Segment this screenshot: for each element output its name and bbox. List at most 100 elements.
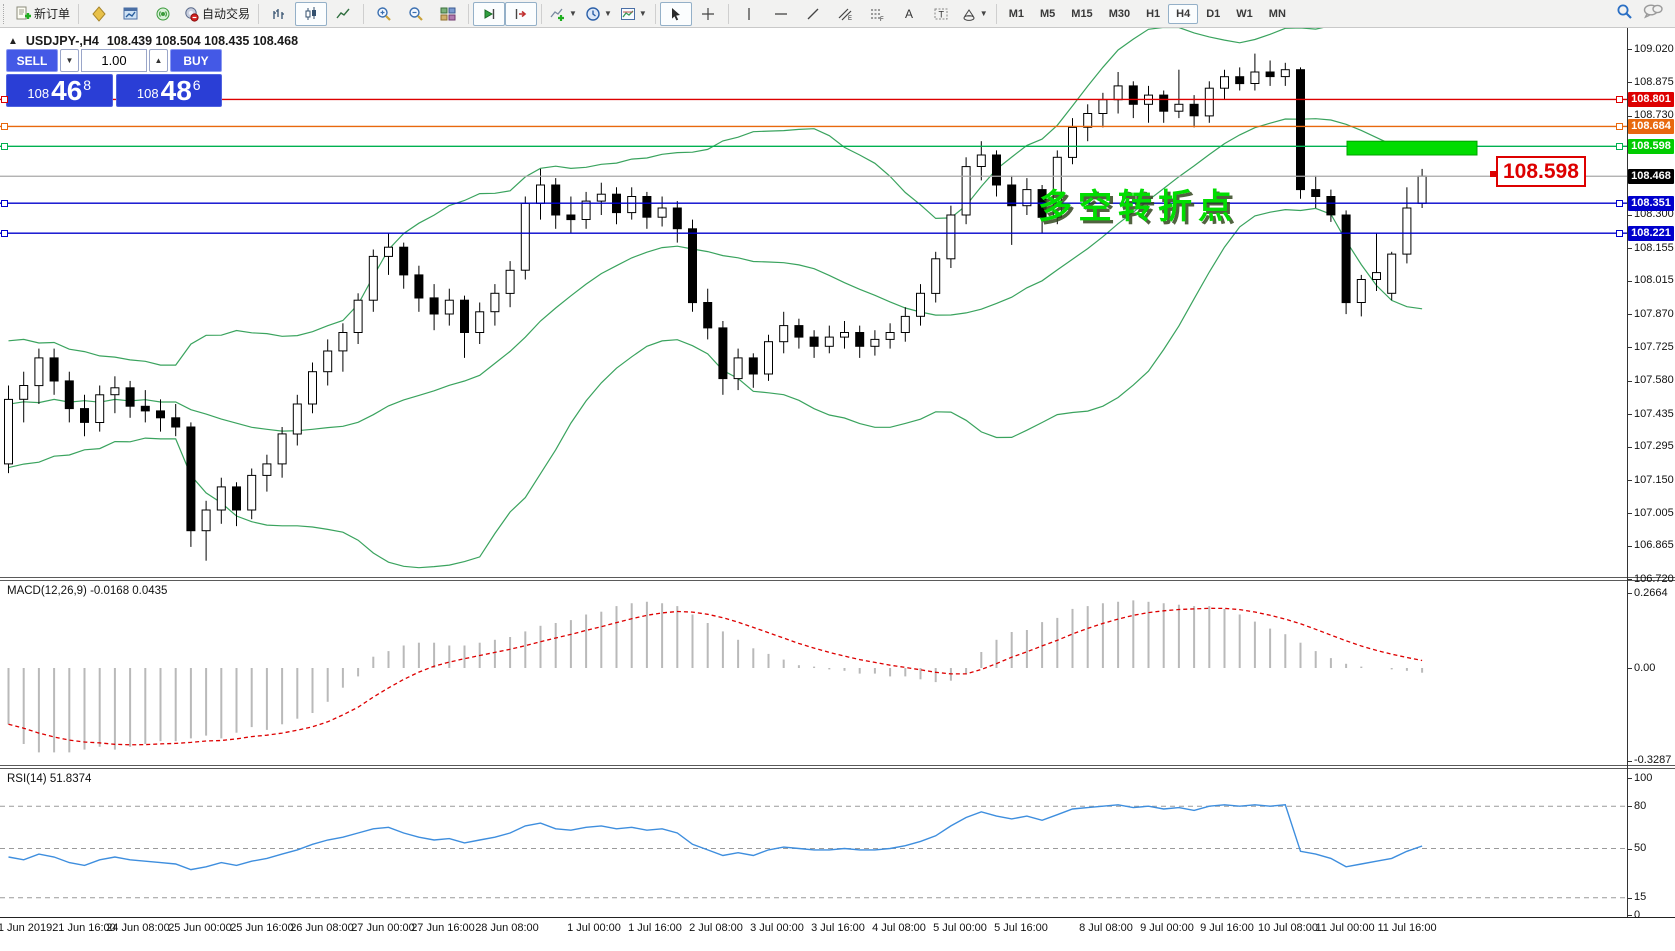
signals-button[interactable]	[147, 2, 179, 26]
one-click-collapse-icon[interactable]: ▲	[8, 35, 18, 47]
shapes-tool-button[interactable]: ▼	[957, 2, 992, 26]
bollinger-upper-band	[8, 0, 1423, 366]
text-label-tool-button[interactable]: T	[925, 2, 957, 26]
price-tick	[1627, 513, 1632, 515]
line-handle[interactable]	[1, 142, 8, 150]
line-handle[interactable]	[1616, 95, 1623, 103]
sell-button[interactable]: SELL	[6, 49, 58, 72]
price-tick	[1627, 480, 1632, 482]
search-icon[interactable]	[1616, 3, 1633, 25]
autotrading-button[interactable]: 自动交易	[179, 2, 254, 26]
timeframe-h1[interactable]: H1	[1146, 7, 1161, 20]
macd-histogram	[7, 600, 1424, 753]
price-tick	[1627, 82, 1632, 84]
sell-price-prefix: 108	[27, 86, 50, 101]
toolbar-grip[interactable]	[3, 3, 8, 24]
toolbar: 新订单 自动交易	[0, 0, 1675, 28]
price-tick	[1627, 446, 1632, 448]
line-chart-button[interactable]	[327, 2, 359, 26]
indicators-button[interactable]: ▼	[546, 2, 581, 26]
price-callout-label[interactable]: 108.598	[1496, 156, 1586, 187]
horizontal-line-tool-button[interactable]	[765, 2, 797, 26]
text-tool-button[interactable]: A	[893, 2, 925, 26]
metaeditor-button[interactable]	[83, 2, 115, 26]
macd-signal-line	[8, 607, 1423, 746]
tile-windows-button[interactable]	[432, 2, 464, 26]
line-handle[interactable]	[1, 122, 8, 130]
line-handle[interactable]	[1, 95, 8, 103]
sell-price-box[interactable]: 108 46 8	[6, 74, 113, 107]
price-tick-label: 108.300	[1634, 208, 1674, 221]
price-tick-label: 107.435	[1634, 407, 1674, 420]
svg-text:A: A	[905, 7, 913, 21]
chart-shift-button[interactable]	[505, 1, 538, 26]
timeframe-d1[interactable]: D1	[1206, 7, 1221, 20]
line-handle[interactable]	[1, 229, 8, 237]
bar-chart-button[interactable]	[263, 2, 295, 26]
equidistant-channel-tool-button[interactable]: E	[829, 2, 861, 26]
templates-button[interactable]: ▼	[616, 2, 651, 26]
buy-button[interactable]: BUY	[170, 49, 222, 72]
timeframe-w1[interactable]: W1	[1236, 7, 1253, 20]
crosshair-tool-button[interactable]	[692, 2, 724, 26]
time-axis-label: 21 Jun 16:00	[52, 922, 116, 934]
time-axis-label: 2 Jul 08:00	[689, 922, 743, 934]
toolbar-separator	[995, 3, 997, 24]
candlestick-chart-button[interactable]	[295, 1, 328, 26]
macd-pane[interactable]: MACD(12,26,9) -0.0168 0.0435	[0, 581, 1675, 765]
timeframe-mn[interactable]: MN	[1268, 7, 1286, 20]
timeframe-m1[interactable]: M1	[1008, 7, 1024, 20]
zoom-in-button[interactable]	[368, 2, 400, 26]
rsi-tick	[1627, 806, 1632, 808]
line-handle[interactable]	[1, 199, 8, 207]
dropdown-caret-icon[interactable]: ▼	[979, 9, 988, 18]
fibonacci-tool-button[interactable]: F	[861, 2, 893, 26]
highlight-rectangle[interactable]	[1346, 140, 1478, 156]
auto-scroll-button[interactable]	[473, 1, 506, 26]
timeframe-m5[interactable]: M5	[1040, 7, 1056, 20]
chat-icon[interactable]	[1643, 3, 1663, 24]
line-handle[interactable]	[1616, 142, 1623, 150]
timeframe-h4[interactable]: H4	[1168, 3, 1199, 24]
buy-price-box[interactable]: 108 48 6	[115, 74, 222, 107]
chart-ohlc-values: 108.439 108.504 108.435 108.468	[106, 34, 299, 48]
dropdown-caret-icon[interactable]: ▼	[603, 9, 612, 18]
rsi-canvas	[0, 804, 1627, 899]
rsi-pane[interactable]: RSI(14) 51.8374	[0, 769, 1675, 917]
new-order-button[interactable]: 新订单	[11, 2, 74, 26]
time-axis-label: 5 Jul 16:00	[994, 922, 1048, 934]
line-handle[interactable]	[1616, 199, 1623, 207]
macd-tick-label: -0.3287	[1634, 754, 1672, 767]
new-chart-button[interactable]	[115, 2, 147, 26]
macd-canvas	[7, 600, 1424, 753]
timeframe-m30[interactable]: M30	[1108, 7, 1131, 20]
rsi-tick-label: 0	[1634, 908, 1641, 921]
dropdown-caret-icon[interactable]: ▼	[569, 9, 577, 18]
candlesticks	[4, 53, 1427, 561]
vertical-line-tool-button[interactable]	[733, 2, 765, 26]
buy-price-big: 48	[160, 75, 192, 106]
pane-splitter[interactable]	[0, 577, 1675, 581]
volume-increase-button[interactable]: ▲	[149, 49, 168, 72]
bollinger-middle-band	[8, 118, 1423, 432]
rsi-tick	[1627, 778, 1632, 779]
zoom-out-button[interactable]	[400, 2, 432, 26]
price-chart-pane[interactable]: 多空转折点 108.598	[0, 0, 1675, 577]
macd-tick	[1627, 593, 1632, 594]
price-tick	[1627, 248, 1632, 250]
cursor-tool-button[interactable]	[659, 1, 692, 26]
volume-decrease-button[interactable]: ▼	[60, 49, 79, 72]
periods-button[interactable]: ▼	[581, 2, 616, 26]
timeframe-m15[interactable]: M15	[1071, 7, 1093, 20]
price-chart-canvas[interactable]	[0, 0, 1675, 577]
pane-splitter[interactable]	[0, 765, 1675, 769]
price-callout-handle[interactable]	[1490, 171, 1496, 177]
dropdown-caret-icon[interactable]: ▼	[638, 9, 647, 18]
chart-annotation-text[interactable]: 多空转折点	[1038, 188, 1238, 226]
line-handle[interactable]	[1616, 122, 1623, 130]
time-axis-label: 9 Jul 16:00	[1200, 922, 1254, 934]
trendline-tool-button[interactable]	[797, 2, 829, 26]
volume-input[interactable]	[81, 49, 147, 72]
line-handle[interactable]	[1616, 229, 1623, 237]
